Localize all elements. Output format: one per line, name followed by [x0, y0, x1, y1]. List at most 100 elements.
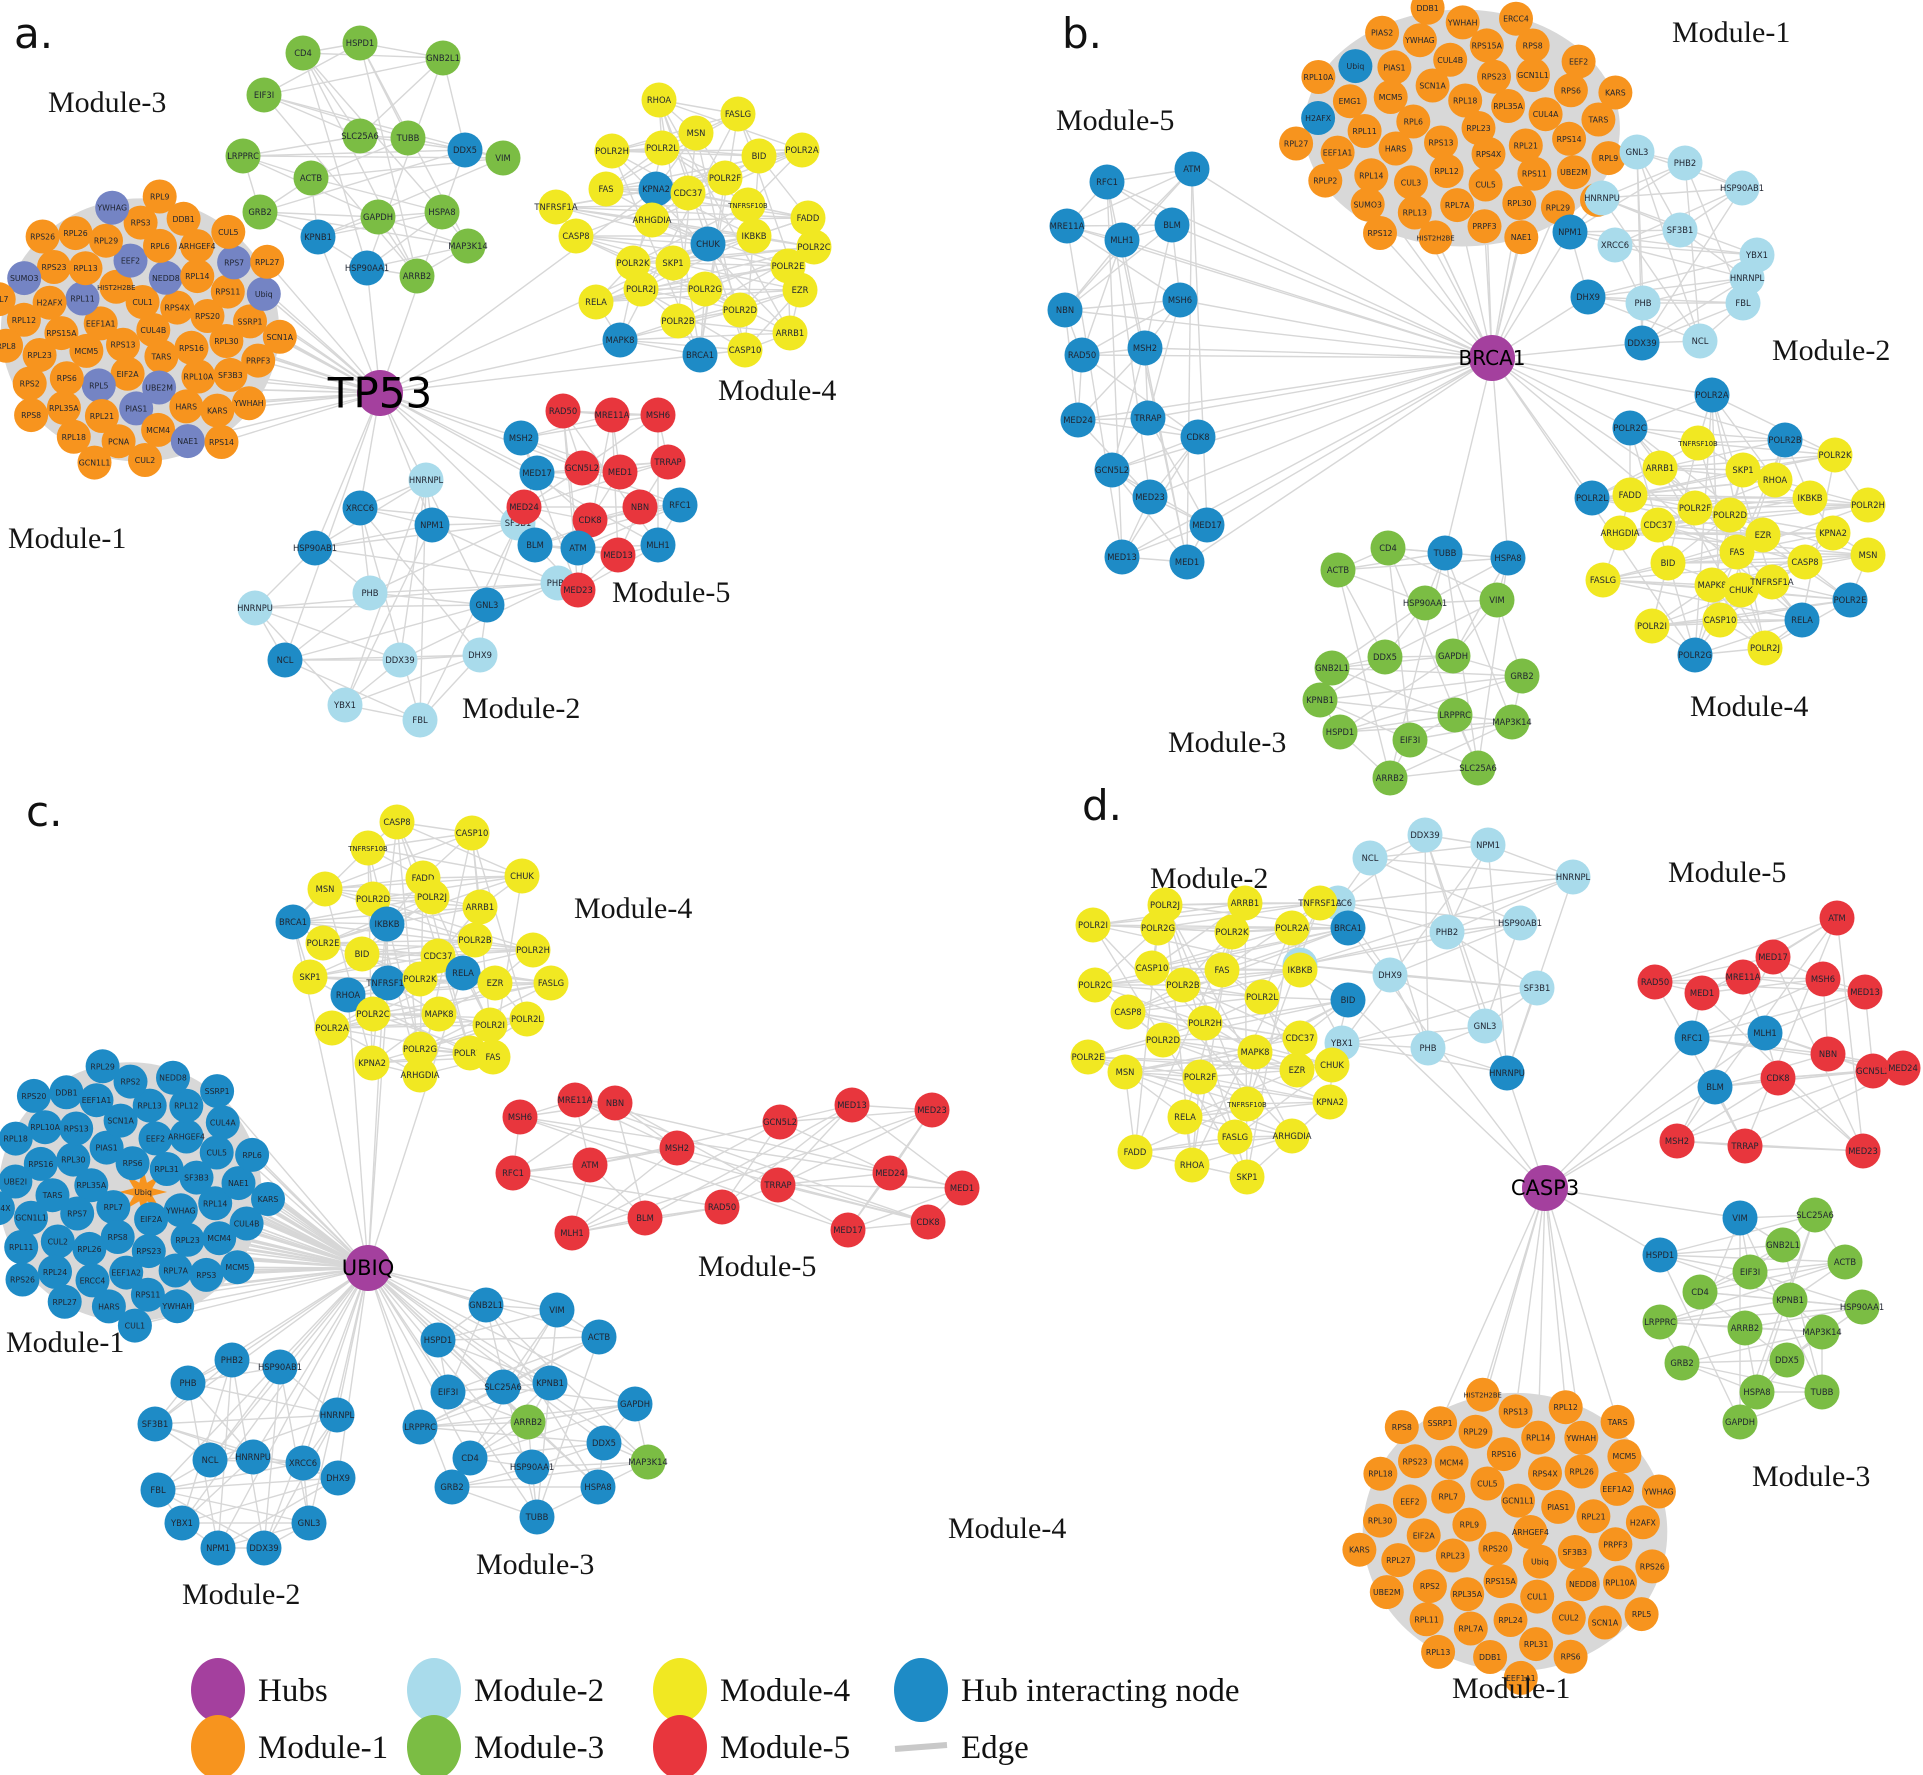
network-node-TUBB[interactable]: TUBB [1427, 535, 1463, 571]
network-node-GNL3[interactable]: GNL3 [1467, 1008, 1503, 1044]
network-node-RPL13[interactable]: RPL13 [1421, 1634, 1456, 1669]
network-node-GNL3[interactable]: GNL3 [291, 1505, 327, 1541]
network-node-BID[interactable]: BID [741, 138, 777, 174]
network-node-ARRB1[interactable]: ARRB1 [1642, 450, 1678, 486]
network-node-ARRB2[interactable]: ARRB2 [399, 258, 435, 294]
network-node-SF3B1[interactable]: SF3B1 [137, 1406, 173, 1442]
network-node-SCN1A[interactable]: SCN1A [262, 319, 297, 354]
network-node-YWHAH[interactable]: YWHAH [231, 386, 266, 421]
network-node-IKBKB[interactable]: IKBKB [736, 218, 772, 254]
network-node-GNL3[interactable]: GNL3 [469, 587, 505, 623]
network-node-HSPD1[interactable]: HSPD1 [1322, 714, 1358, 750]
network-node-POLR2J[interactable]: POLR2J [1747, 630, 1783, 666]
network-node-NBN[interactable]: NBN [1047, 292, 1083, 328]
network-node-RPL14[interactable]: RPL14 [1354, 158, 1389, 193]
network-node-SKP1[interactable]: SKP1 [1725, 452, 1761, 488]
network-node-ARHGDIA[interactable]: ARHGDIA [633, 202, 672, 238]
network-node-EZR[interactable]: EZR [782, 272, 818, 308]
network-node-ACTB[interactable]: ACTB [293, 160, 329, 196]
network-node-HSPA8[interactable]: HSPA8 [1490, 540, 1526, 576]
network-node-MSH2[interactable]: MSH2 [659, 1130, 695, 1166]
network-node-YWHAH[interactable]: YWHAH [1445, 5, 1480, 40]
network-node-MED1[interactable]: MED1 [944, 1170, 980, 1206]
network-node-KPNA2[interactable]: KPNA2 [1312, 1084, 1348, 1120]
network-node-RFC1[interactable]: RFC1 [1089, 164, 1125, 200]
network-node-RPL29[interactable]: RPL29 [85, 1049, 120, 1084]
hub-node-UBIQ[interactable]: UBIQ [342, 1245, 395, 1291]
network-node-HSP90AB1[interactable]: HSP90AB1 [1498, 905, 1542, 941]
network-node-ATM[interactable]: ATM [1819, 900, 1855, 936]
network-node-POLR2G[interactable]: POLR2G [1677, 637, 1713, 673]
network-node-RPL7[interactable]: RPL7 [1431, 1479, 1466, 1514]
network-node-NEDD8[interactable]: NEDD8 [156, 1060, 190, 1095]
network-node-RPS2[interactable]: RPS2 [1412, 1569, 1447, 1604]
network-node-TUBB[interactable]: TUBB [390, 120, 426, 156]
network-node-RELA[interactable]: RELA [445, 955, 481, 991]
network-node-MED23[interactable]: MED23 [560, 572, 596, 608]
network-node-POLR2G[interactable]: POLR2G [1140, 910, 1176, 946]
network-node-MSH2[interactable]: MSH2 [503, 420, 539, 456]
network-node-BLM[interactable]: BLM [1697, 1069, 1733, 1105]
network-node-PHB2[interactable]: PHB2 [214, 1342, 250, 1378]
network-node-POLR2K[interactable]: POLR2K [1817, 437, 1853, 473]
network-node-NBN[interactable]: NBN [597, 1085, 633, 1121]
network-node-POLR2D[interactable]: POLR2D [722, 292, 758, 328]
network-node-MSH6[interactable]: MSH6 [1805, 961, 1841, 997]
network-node-POLR2B[interactable]: POLR2B [660, 303, 696, 339]
network-node-EEF2[interactable]: EEF2 [1392, 1484, 1427, 1519]
network-node-MED23[interactable]: MED23 [914, 1092, 950, 1128]
network-node-TARS[interactable]: TARS [1600, 1404, 1635, 1439]
network-node-CUL5[interactable]: CUL5 [211, 214, 246, 249]
network-node-RFC1[interactable]: RFC1 [495, 1155, 531, 1191]
network-node-RPL30[interactable]: RPL30 [1363, 1503, 1397, 1538]
network-node-FAS[interactable]: FAS [588, 171, 624, 207]
network-node-ACTB[interactable]: ACTB [1827, 1244, 1863, 1280]
network-node-GCN1L1[interactable]: GCN1L1 [1501, 1483, 1535, 1518]
network-node-CUL5[interactable]: CUL5 [1470, 1466, 1505, 1501]
network-node-RPL7A[interactable]: RPL7A [1440, 188, 1475, 223]
network-node-Ubiq[interactable]: Ubiq [246, 276, 281, 311]
network-node-VIM[interactable]: VIM [1722, 1200, 1758, 1236]
network-node-TNFRSF10B[interactable]: TNFRSF10B [1677, 425, 1718, 461]
network-node-HNRNPL[interactable]: HNRNPL [1555, 859, 1591, 895]
network-node-RPS6[interactable]: RPS6 [1553, 73, 1588, 108]
network-node-EEF2[interactable]: EEF2 [138, 1121, 173, 1156]
network-node-RPL7A[interactable]: RPL7A [158, 1253, 193, 1288]
network-node-RPL10A[interactable]: RPL10A [1301, 60, 1336, 94]
network-node-MSH2[interactable]: MSH2 [1127, 330, 1163, 366]
network-node-POLR2K[interactable]: POLR2K [402, 961, 438, 997]
network-node-RPL13[interactable]: RPL13 [68, 251, 103, 286]
network-node-TRRAP[interactable]: TRRAP [760, 1167, 796, 1203]
network-node-IKBKB[interactable]: IKBKB [369, 906, 405, 942]
network-node-POLR2K[interactable]: POLR2K [1214, 914, 1250, 950]
network-node-XRCC6[interactable]: XRCC6 [285, 1445, 321, 1481]
network-node-KPNB1[interactable]: KPNB1 [1302, 682, 1338, 718]
network-node-CUL4B[interactable]: CUL4B [1433, 42, 1468, 77]
network-node-EEF1A2[interactable]: EEF1A2 [1600, 1471, 1635, 1506]
network-node-FAS[interactable]: FAS [475, 1039, 511, 1075]
network-node-RELA[interactable]: RELA [1167, 1099, 1203, 1135]
network-node-POLR2B[interactable]: POLR2B [457, 922, 493, 958]
network-node-RPS26[interactable]: RPS26 [25, 219, 60, 254]
network-node-DDX5[interactable]: DDX5 [447, 132, 483, 168]
network-node-EIF3I[interactable]: EIF3I [1732, 1254, 1768, 1290]
network-node-BID[interactable]: BID [1330, 982, 1366, 1018]
network-node-DDX5[interactable]: DDX5 [1367, 639, 1403, 675]
network-node-FADD[interactable]: FADD [1612, 477, 1648, 513]
network-node-MED13[interactable]: MED13 [1847, 974, 1883, 1010]
network-node-CUL2[interactable]: CUL2 [1551, 1600, 1586, 1635]
network-node-PIAS2[interactable]: PIAS2 [1365, 15, 1400, 50]
network-node-RPS6[interactable]: RPS6 [49, 361, 84, 396]
network-node-IKBKB[interactable]: IKBKB [1282, 952, 1318, 988]
network-node-SSRP1[interactable]: SSRP1 [200, 1074, 235, 1109]
network-node-NPM1[interactable]: NPM1 [1470, 827, 1506, 863]
network-node-ARRB1[interactable]: ARRB1 [772, 315, 808, 351]
network-node-GNB2L1[interactable]: GNB2L1 [1765, 1227, 1801, 1263]
network-node-MED1[interactable]: MED1 [1684, 975, 1720, 1011]
network-node-SF3B3[interactable]: SF3B3 [1557, 1535, 1592, 1569]
network-node-RPL21[interactable]: RPL21 [1576, 1499, 1611, 1534]
network-node-MSH6[interactable]: MSH6 [1162, 282, 1198, 318]
network-node-CUL2[interactable]: CUL2 [128, 443, 162, 477]
network-node-CASP10[interactable]: CASP10 [454, 815, 490, 851]
network-node-ATM[interactable]: ATM [1174, 151, 1210, 187]
